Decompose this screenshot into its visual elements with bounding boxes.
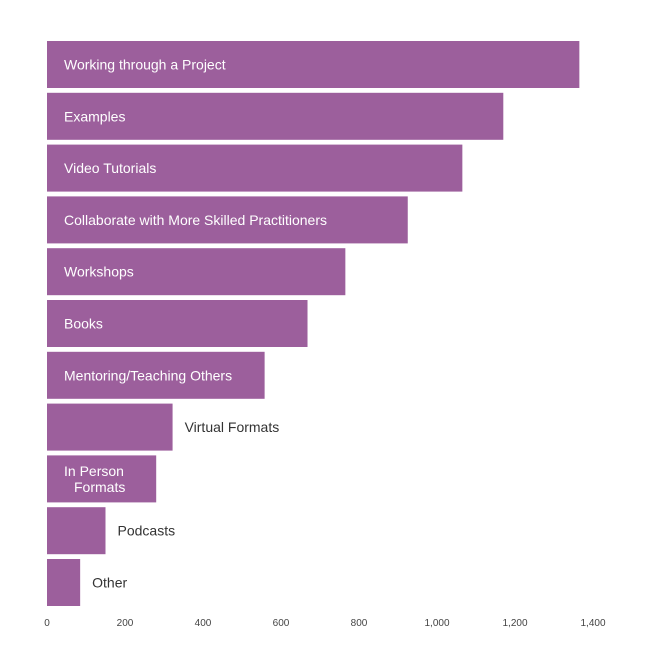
bar-podcasts (47, 507, 106, 555)
bar-books (47, 300, 308, 347)
bar-label-podcasts: Podcasts (118, 523, 176, 539)
x-tick-label: 800 (351, 618, 368, 629)
x-tick-label: 1,200 (502, 618, 527, 629)
bar-examples (47, 92, 504, 140)
bar-workshops (47, 248, 346, 296)
bar-label-examples: Examples (64, 108, 125, 124)
x-tick-label: 1,000 (424, 618, 449, 629)
x-tick-label: 0 (44, 618, 50, 629)
x-tick-label: 400 (195, 618, 212, 629)
bars-layer (47, 41, 580, 606)
bar-label-working-through-a-project: Working through a Project (64, 57, 226, 73)
bar-mentoring-teaching-others (47, 351, 265, 399)
bar-label-other: Other (92, 575, 127, 591)
bar-label-mentoring-teaching-others: Mentoring/Teaching Others (64, 367, 232, 383)
bar-label-collaborate-with-more-skilled-practitioners: Collaborate with More Skilled Practition… (64, 212, 327, 228)
x-tick-label: 600 (273, 618, 290, 629)
bar-video-tutorials (47, 144, 463, 192)
x-axis-ticks: 0 200 400 600 800 1,000 1,200 1,400 (44, 618, 606, 629)
bar-virtual-formats (47, 403, 173, 451)
x-tick-label: 200 (117, 618, 134, 629)
bar-collaborate-with-more-skilled-practitioners (47, 196, 408, 244)
bar-in-person-formats (47, 455, 157, 503)
bar-label-virtual-formats: Virtual Formats (185, 419, 280, 435)
bar-label-workshops: Workshops (64, 264, 134, 280)
bar-working-through-a-project (47, 41, 580, 88)
bar-label-in-person-formats: In Person Formats (64, 463, 125, 495)
bar-label-books: Books (64, 316, 103, 332)
labels-layer: Working through a Project Examples Video T… (64, 57, 327, 591)
bar-label-video-tutorials: Video Tutorials (64, 160, 156, 176)
bar-other (47, 559, 81, 606)
x-tick-label: 1,400 (580, 618, 605, 629)
